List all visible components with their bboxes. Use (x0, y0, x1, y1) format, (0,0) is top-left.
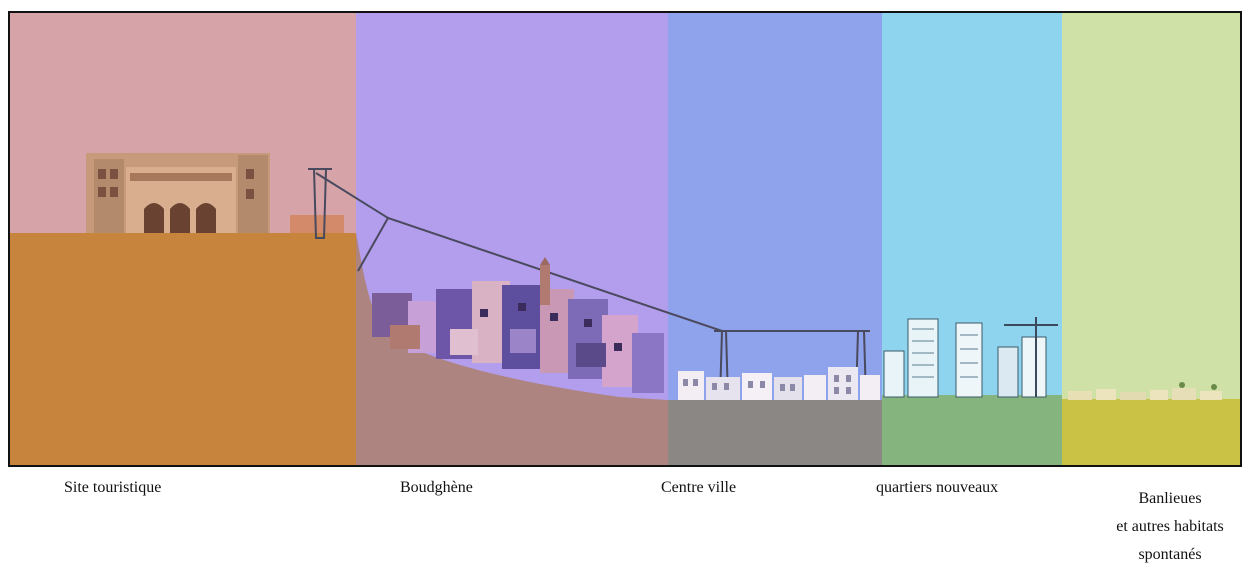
caption-boudghene: Boudghène (400, 479, 473, 496)
caption-quartiers-nouveaux: quartiers nouveaux (876, 479, 999, 496)
zone-ground-banlieues (1062, 399, 1240, 465)
zone-ground-centre-ville (668, 400, 882, 465)
tower-building-icon (883, 318, 1047, 398)
zone-ground-site-touristique (10, 233, 356, 465)
palace-building-icon (86, 153, 344, 233)
caption-site-touristique: Site touristique (64, 479, 162, 496)
town-houses-icon (678, 367, 880, 400)
caption-banlieues-line-2: et autres habitats (1116, 518, 1224, 535)
zone-ground-quartiers-nouveaux (882, 395, 1062, 465)
caption-banlieues-line-1: Banlieues (1138, 490, 1202, 507)
minaret-icon (540, 257, 550, 305)
caption-banlieues: Banlieues et autres habitats spontanés (1090, 485, 1250, 569)
construction-crane-icon (1004, 317, 1058, 397)
low-houses-icon (1068, 382, 1222, 400)
cable-car-line-icon (315, 172, 862, 332)
city-transect-illustration (8, 11, 1242, 467)
old-town-houses-icon (372, 281, 664, 393)
zone-ground-boudghene (356, 233, 668, 465)
zone-sky-banlieues (1062, 13, 1240, 465)
caption-centre-ville: Centre ville (661, 479, 737, 496)
caption-banlieues-line-3: spontanés (1138, 546, 1202, 563)
